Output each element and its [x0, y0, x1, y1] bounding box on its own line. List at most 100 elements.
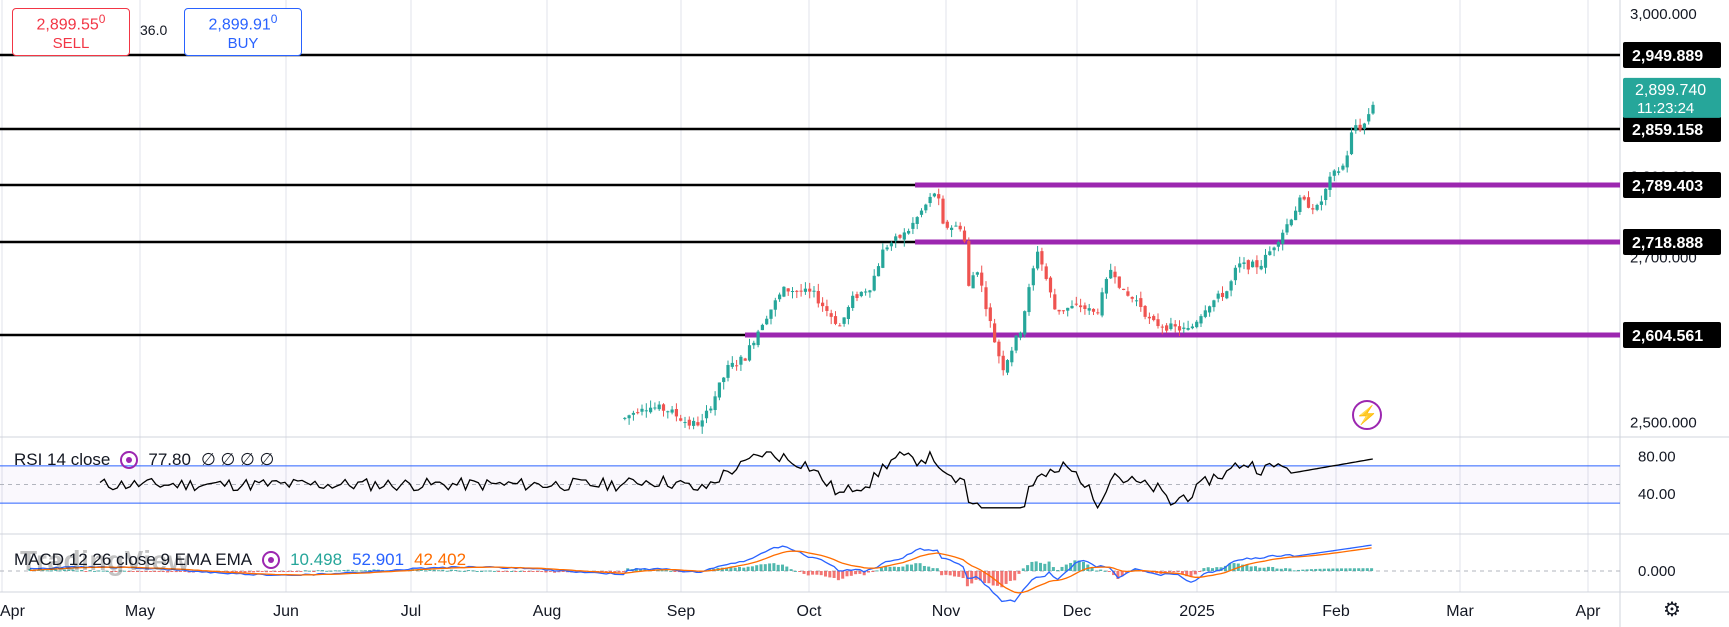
macd-legend-signal: 42.402 — [414, 550, 467, 569]
candle-body — [1143, 305, 1147, 317]
macd-histogram-bar — [1344, 568, 1348, 571]
macd-histogram-bar — [940, 571, 944, 576]
macd-histogram-bar — [1365, 568, 1369, 571]
macd-histogram-bar — [561, 571, 565, 572]
macd-histogram-bar — [1004, 571, 1008, 584]
macd-histogram-bar — [88, 570, 92, 572]
candle-body — [1173, 324, 1177, 327]
macd-histogram-bar — [1245, 564, 1249, 571]
macd-histogram-bar — [789, 569, 793, 571]
macd-histogram-bar — [1099, 569, 1103, 571]
candle-body — [902, 232, 906, 240]
candle-body — [623, 417, 627, 419]
macd-histogram-bar — [41, 569, 45, 571]
macd-histogram-bar — [432, 569, 436, 571]
macd-histogram-bar — [1335, 568, 1339, 571]
candle-body — [1294, 210, 1298, 221]
gear-icon[interactable]: ⚙ — [1663, 599, 1681, 621]
macd-histogram-bar — [359, 570, 363, 572]
candle-body — [756, 331, 760, 346]
candle-body — [631, 412, 636, 415]
time-axis-tick: Aug — [533, 603, 561, 620]
macd-histogram-bar — [97, 570, 101, 572]
macd-legend-label: MACD 12 26 close 9 EMA EMA — [14, 550, 253, 569]
macd-histogram-bar — [548, 571, 552, 572]
macd-histogram-bar — [256, 571, 260, 572]
candle-body — [1324, 188, 1328, 200]
macd-histogram-bar — [914, 563, 918, 571]
macd-histogram-bar — [148, 571, 152, 572]
macd-histogram-bar — [71, 569, 75, 571]
macd-histogram-bar — [1241, 564, 1245, 571]
candle-body — [898, 234, 902, 238]
candle-body — [1259, 265, 1263, 270]
macd-histogram-bar — [1163, 571, 1167, 572]
macd-histogram-bar — [871, 571, 875, 572]
macd-histogram-bar — [927, 566, 931, 571]
candle-body — [1229, 281, 1233, 291]
candle-body — [661, 404, 666, 411]
macd-histogram-bar — [252, 571, 256, 573]
macd-histogram-bar — [183, 571, 187, 572]
macd-histogram-bar — [1082, 561, 1085, 571]
macd-histogram-bar — [910, 564, 913, 571]
macd-histogram-bar — [669, 570, 673, 572]
macd-histogram-bar — [75, 570, 79, 572]
macd-signal-line — [29, 547, 1372, 594]
macd-histogram-bar — [58, 570, 62, 572]
rsi-legend[interactable]: RSI 14 close 77.80 ∅ ∅ ∅ ∅ — [14, 450, 274, 470]
macd-histogram-bar — [897, 566, 901, 571]
candle-body — [730, 362, 734, 367]
macd-histogram-bar — [67, 569, 71, 571]
macd-histogram-bar — [798, 571, 802, 572]
macd-legend[interactable]: MACD 12 26 close 9 EMA EMA 10.498 52.901… — [14, 550, 466, 570]
macd-histogram-bar — [342, 570, 346, 572]
macd-histogram-bar — [1107, 571, 1111, 572]
macd-histogram-bar — [62, 569, 66, 571]
macd-histogram-bar — [161, 571, 165, 572]
macd-histogram-bar — [643, 568, 647, 571]
macd-histogram-bar — [1064, 564, 1068, 571]
macd-histogram-bar — [811, 571, 815, 575]
candle-body — [1190, 326, 1195, 329]
price-axis-tick: 3,000.000 — [1630, 6, 1697, 23]
candle-body — [670, 409, 674, 413]
candle-body — [1023, 311, 1027, 335]
macd-histogram-bar — [1056, 569, 1060, 571]
candle-body — [1074, 303, 1078, 305]
macd-histogram-bar — [424, 570, 428, 572]
sell-button[interactable]: 2,899.550 SELL — [12, 8, 130, 56]
candle-body — [700, 420, 704, 427]
macd-histogram-bar — [1318, 568, 1322, 571]
macd-histogram-bar — [239, 571, 243, 572]
time-axis-tick: Jun — [273, 603, 299, 620]
macd-histogram-bar — [922, 565, 926, 571]
macd-histogram-bar — [467, 570, 471, 572]
candle-body — [696, 422, 700, 426]
candle-body — [1031, 268, 1035, 286]
macd-histogram-bar — [1172, 571, 1176, 573]
candle-body — [924, 204, 928, 211]
macd-histogram-bar — [1279, 568, 1283, 571]
buy-button[interactable]: 2,899.910 BUY — [184, 8, 302, 56]
macd-histogram-bar — [781, 564, 784, 571]
candle-body — [769, 309, 773, 319]
candle-body — [1233, 267, 1238, 281]
macd-histogram-bar — [759, 564, 763, 571]
macd-histogram-bar — [1202, 568, 1206, 571]
macd-histogram-bar — [428, 569, 432, 571]
candle-body — [1220, 292, 1225, 298]
time-axis-tick: Jul — [401, 603, 421, 620]
candle-body — [971, 275, 975, 289]
macd-histogram-bar — [325, 570, 329, 572]
macd-histogram-bar — [299, 571, 303, 572]
macd-histogram-bar — [1301, 569, 1305, 571]
lightning-icon[interactable]: ⚡ — [1352, 400, 1382, 430]
candle-body — [1169, 323, 1173, 330]
macd-histogram-bar — [974, 571, 978, 580]
macd-histogram-bar — [234, 571, 238, 573]
candle-body — [928, 196, 932, 204]
candle-body — [674, 409, 679, 417]
macd-histogram-bar — [901, 566, 905, 571]
